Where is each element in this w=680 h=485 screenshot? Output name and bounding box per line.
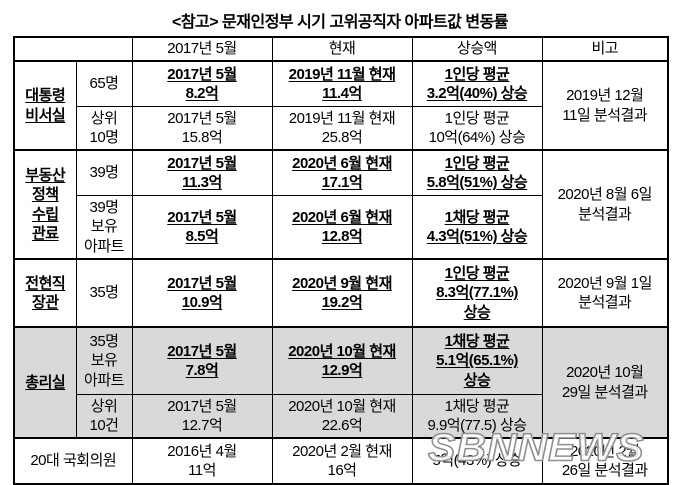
value-2017-cell: 2017년 5월 15.8억	[131, 106, 273, 151]
note-cell: 2020년 10월 29일 분석결과	[541, 326, 669, 439]
value-current-cell: 2019년 11월 현재 25.8억	[271, 106, 413, 151]
note-cell: 2020년 9월 1일 분석결과	[541, 258, 669, 328]
value-2017-cell: 2016년 4월 11억	[131, 437, 273, 485]
value-2017-cell: 2017년 5월 12.7억	[131, 394, 273, 439]
apartment-price-table: 2017년 5월 현재 상승액 비고 대통령 비서실 65명 2017년 5월 …	[13, 36, 669, 485]
table-row: 20대 국회의원 2016년 4월 11억 2020년 2월 현재 16억 5억…	[13, 437, 669, 485]
sub-label-cell: 상위 10건	[75, 394, 133, 439]
value-current-cell: 2020년 9월 현재 19.2억	[271, 258, 413, 328]
sub-label-cell: 35명 보유 아파트	[75, 326, 133, 395]
note-cell: 2020년 8월 6일 분석결과	[541, 149, 669, 260]
table-row: 상위 10건 2017년 5월 12.7억 2020년 10월 현재 22.6억…	[14, 394, 668, 439]
sub-label-cell: 39명	[75, 149, 133, 196]
table-row: 39명 보유 아파트 2017년 5월 8.5억 2020년 6월 현재 12.…	[14, 195, 668, 260]
sub-label-cell: 상위 10명	[75, 106, 133, 151]
table-header-row: 2017년 5월 현재 상승액 비고	[13, 36, 669, 62]
table-row: 총리실 35명 보유 아파트 2017년 5월 7.8억 2020년 10월 현…	[13, 326, 669, 439]
rise-cell: 1채당 평균 5.1억(65.1%) 상승	[411, 326, 543, 395]
rise-cell: 1인당 평균 3.2억(40%) 상승	[411, 60, 543, 107]
sub-label-cell: 39명 보유 아파트	[75, 195, 133, 260]
report-title: <참고> 문재인정부 시기 고위공직자 아파트값 변동률	[171, 14, 509, 31]
value-2017-cell: 2017년 5월 11.3억	[131, 149, 273, 196]
value-2017-cell: 2017년 5월 8.5억	[131, 195, 273, 260]
table-row: 대통령 비서실 65명 2017년 5월 8.2억 2019년 11월 현재 1…	[13, 60, 669, 151]
group-cell-ministers: 전현직 장관	[13, 258, 77, 328]
note-cell: 2020년 2월 26일 분석결과	[541, 437, 669, 485]
table-row: 부동산 정책 수립 관료 39명 2017년 5월 11.3억 2020년 6월…	[13, 149, 669, 260]
value-current-cell: 2020년 10월 현재 12.9억	[271, 326, 413, 395]
value-2017-cell: 2017년 5월 10.9억	[131, 258, 273, 328]
rise-cell: 1인당 평균 8.3억(77.1%) 상승	[411, 258, 543, 328]
header-col-current: 현재	[271, 36, 413, 62]
group-cell-policy-officials: 부동산 정책 수립 관료	[13, 149, 77, 260]
header-empty-cell	[13, 36, 133, 62]
rise-cell: 1채당 평균 9.9억(77.5) 상승	[411, 394, 543, 439]
group-cell-blue-house: 대통령 비서실	[13, 60, 77, 151]
table-row: 상위 10명 2017년 5월 15.8억 2019년 11월 현재 25.8억…	[14, 106, 668, 151]
group-cell-assembly-members: 20대 국회의원	[13, 437, 133, 485]
table-row: 전현직 장관 35명 2017년 5월 10.9억 2020년 9월 현재 19…	[13, 258, 669, 328]
rise-cell: 1인당 평균 10억(64%) 상승	[411, 106, 543, 151]
value-current-cell: 2020년 6월 현재 17.1억	[271, 149, 413, 196]
sub-label-cell: 65명	[75, 60, 133, 107]
header-col-rise: 상승액	[411, 36, 543, 62]
sub-label-cell: 35명	[75, 258, 133, 328]
header-col-2017: 2017년 5월	[131, 36, 273, 62]
rise-cell: 1인당 평균 5.8억(51%) 상승	[411, 149, 543, 196]
value-2017-cell: 2017년 5월 8.2억	[131, 60, 273, 107]
value-current-cell: 2020년 10월 현재 22.6억	[271, 394, 413, 439]
rise-cell: 5억(43%) 상승	[411, 437, 543, 485]
group-cell-pm-office: 총리실	[13, 326, 77, 439]
value-current-cell: 2019년 11월 현재 11.4억	[271, 60, 413, 107]
header-col-note: 비고	[541, 36, 669, 62]
value-2017-cell: 2017년 5월 7.8억	[131, 326, 273, 395]
rise-cell: 1채당 평균 4.3억(51%) 상승	[411, 195, 543, 260]
note-cell: 2019년 12월 11일 분석결과	[541, 60, 669, 151]
value-current-cell: 2020년 2월 현재 16억	[271, 437, 413, 485]
value-current-cell: 2020년 6월 현재 12.8억	[271, 195, 413, 260]
